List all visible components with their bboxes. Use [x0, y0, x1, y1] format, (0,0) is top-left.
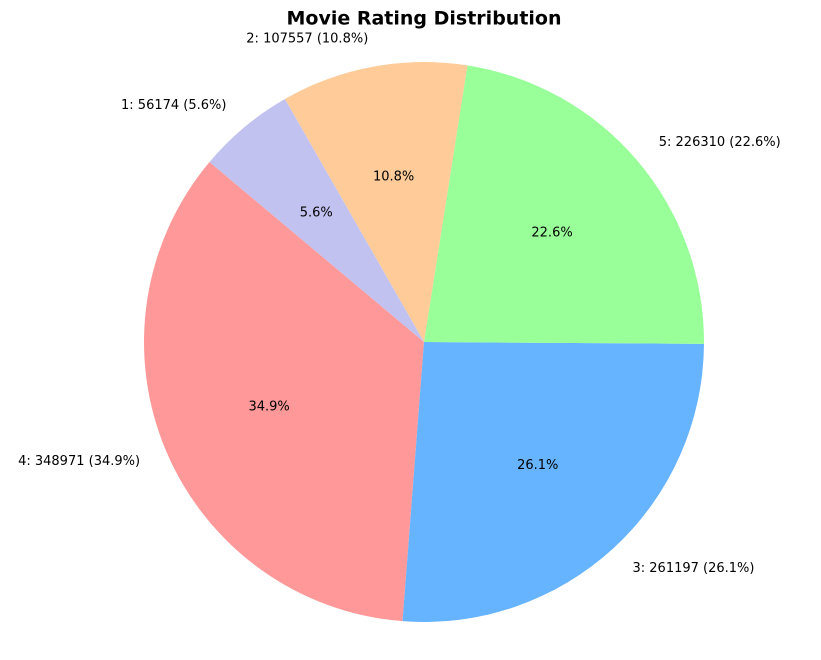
- percent-label: 26.1%: [517, 458, 558, 473]
- chart-title: Movie Rating Distribution: [286, 8, 561, 30]
- slice-label: 5: 226310 (22.6%): [659, 135, 781, 150]
- slice-label: 4: 348971 (34.9%): [18, 454, 140, 469]
- percent-label: 5.6%: [300, 206, 333, 221]
- slice-label: 1: 56174 (5.6%): [121, 98, 226, 113]
- pie-slice: [424, 65, 704, 344]
- pie-slice: [402, 342, 704, 623]
- slice-label: 3: 261197 (26.1%): [633, 561, 755, 576]
- pie-slice: [284, 61, 468, 342]
- percent-label: 34.9%: [248, 400, 289, 415]
- pie-slice: [209, 98, 424, 343]
- slice-label: 2: 107557 (10.8%): [246, 32, 368, 47]
- percent-label: 10.8%: [373, 169, 414, 184]
- percent-label: 22.6%: [531, 226, 572, 241]
- pie-slice: [143, 162, 425, 622]
